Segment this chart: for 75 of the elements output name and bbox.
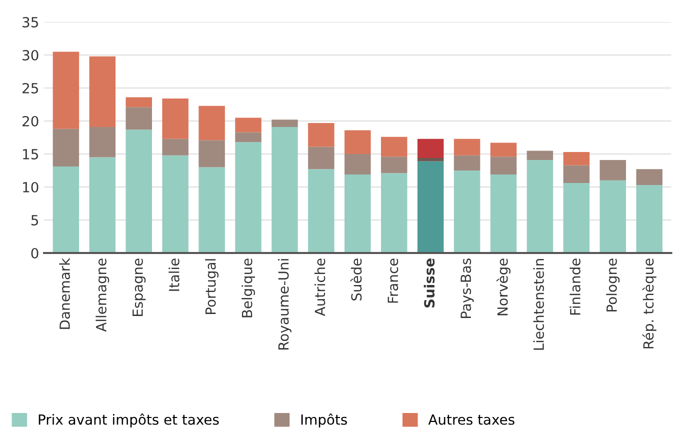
- legend-label: Prix avant impôts et taxes: [38, 414, 219, 428]
- bar: [526, 150, 554, 160]
- bar: [344, 154, 371, 174]
- bar: [526, 160, 554, 253]
- bar: [126, 107, 152, 130]
- y-tick-label: 25: [22, 82, 38, 94]
- bar: [636, 169, 662, 186]
- legend-label: Autres taxes: [428, 414, 514, 425]
- bar: [52, 52, 80, 129]
- y-tick-label: 10: [23, 182, 38, 192]
- bar: [198, 167, 225, 253]
- x-tick-label: Autriche: [314, 258, 326, 316]
- bar: [89, 157, 116, 253]
- bar: [308, 146, 334, 170]
- bar: [417, 161, 444, 253]
- bar: [52, 166, 80, 253]
- bar: [636, 185, 662, 253]
- x-tick-label: Rép. tchèque: [642, 258, 656, 348]
- bar: [198, 106, 225, 140]
- x-tick-label: France: [388, 258, 398, 303]
- bar: [272, 126, 298, 253]
- y-tick-label: 0: [31, 248, 38, 258]
- bar: [344, 130, 371, 154]
- bar: [563, 165, 590, 184]
- bar: [417, 158, 444, 162]
- bar: [162, 98, 188, 139]
- y-tick-label: 5: [31, 215, 38, 226]
- bar: [126, 97, 152, 108]
- x-tick-label: Liechtenstein: [533, 259, 544, 350]
- x-tick-label: Danemark: [59, 258, 70, 329]
- bar: [380, 173, 408, 253]
- x-tick-label: Pays-Bas: [460, 258, 474, 318]
- bar: [490, 156, 517, 174]
- bar: [308, 122, 334, 147]
- bar: [52, 128, 80, 167]
- bar: [454, 138, 480, 156]
- bar: [235, 132, 262, 142]
- bar: [454, 170, 480, 253]
- bar: [162, 155, 188, 253]
- bar: [308, 169, 334, 253]
- bar: [490, 174, 517, 253]
- bar: [272, 120, 298, 127]
- x-tick-label: Suède: [350, 258, 362, 300]
- y-tick-label: 30: [22, 50, 38, 60]
- x-tick-label: Suisse: [424, 258, 435, 308]
- bar: [563, 183, 590, 253]
- x-tick-label: Pologne: [606, 258, 620, 312]
- x-tick-label: Norvège: [496, 258, 510, 316]
- y-tick-label: 15: [23, 149, 38, 160]
- bar: [162, 138, 188, 156]
- bar: [490, 142, 517, 157]
- x-tick-label: Belgique: [242, 258, 255, 318]
- bar: [380, 156, 408, 174]
- bar: [563, 152, 590, 166]
- x-tick-label: Royaume-Uni: [278, 259, 292, 350]
- bar: [600, 160, 626, 180]
- bar: [89, 56, 116, 127]
- bar: [89, 126, 116, 158]
- x-tick-label: Italie: [168, 258, 180, 291]
- bar: [380, 136, 408, 157]
- x-tick-label: Allemagne: [96, 258, 110, 332]
- bar: [235, 118, 262, 132]
- bar: [417, 138, 444, 158]
- y-tick-label: 35: [22, 16, 38, 28]
- y-tick-label: 20: [22, 116, 38, 126]
- bar: [235, 142, 262, 253]
- bar: [454, 155, 480, 170]
- legend-label: Impôts: [301, 414, 347, 428]
- x-tick-label: Portugal: [205, 259, 219, 314]
- bar: [600, 180, 626, 253]
- bar: [198, 140, 225, 168]
- bar: [344, 174, 371, 253]
- bar: [126, 130, 152, 253]
- x-tick-label: Finlande: [570, 258, 580, 315]
- x-tick-label: Espagne: [132, 258, 146, 316]
